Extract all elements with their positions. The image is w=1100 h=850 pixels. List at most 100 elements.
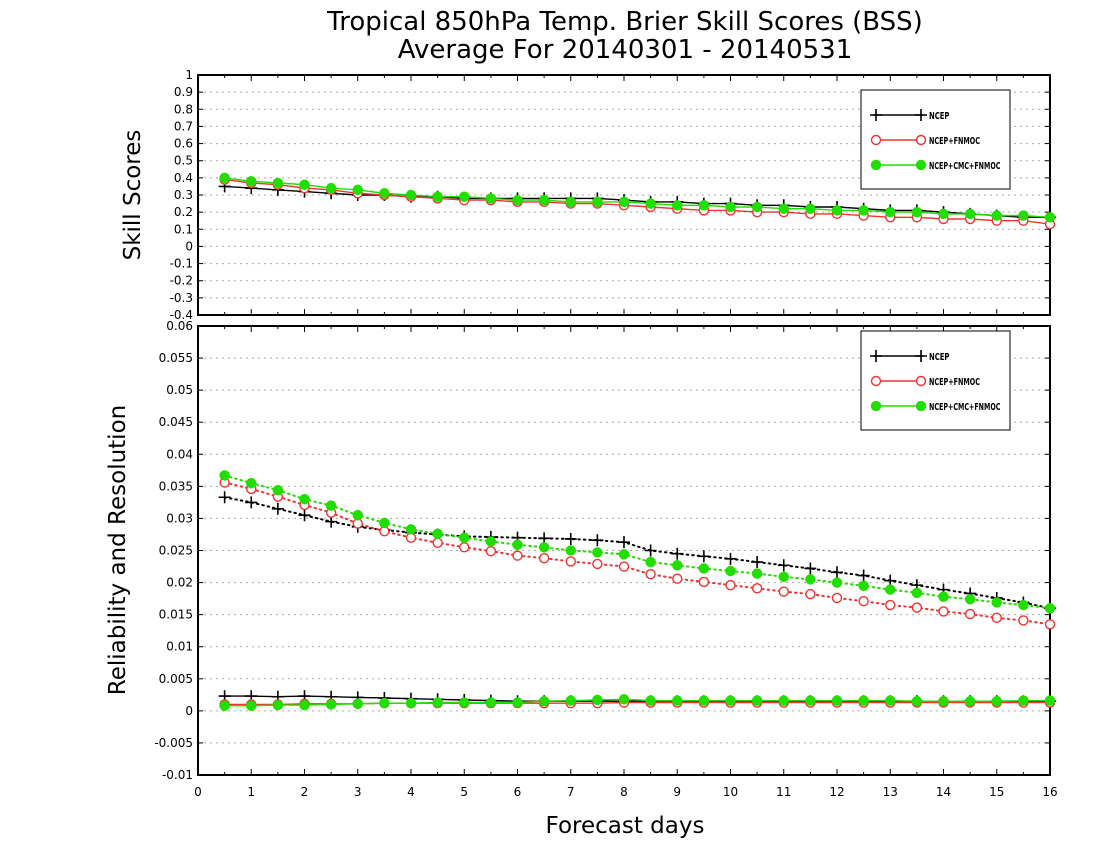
- data-point: [1044, 212, 1056, 223]
- x-tick-label: 9: [673, 785, 681, 799]
- data-point: [325, 500, 337, 511]
- y-tick-label: 0.045: [159, 415, 193, 429]
- data-point: [618, 561, 630, 572]
- legend-marker: [870, 134, 882, 146]
- data-point: [698, 200, 710, 211]
- data-point: [831, 205, 843, 216]
- series-line: [223, 481, 1051, 626]
- data-point: [1018, 695, 1029, 706]
- data-point: [538, 194, 550, 206]
- data-point: [778, 695, 789, 706]
- data-point: [459, 697, 470, 708]
- data-point: [1018, 615, 1029, 626]
- data-point: [379, 697, 390, 709]
- data-point: [645, 556, 656, 568]
- legend-marker: [870, 350, 882, 362]
- x-tick-label: 13: [883, 785, 898, 799]
- data-point: [697, 550, 710, 563]
- data-point: [751, 568, 763, 579]
- data-point: [219, 172, 230, 184]
- data-point: [564, 532, 577, 545]
- data-point: [938, 591, 949, 602]
- data-point: [857, 569, 870, 582]
- x-tick-label: 4: [407, 785, 415, 799]
- data-point: [538, 695, 550, 707]
- data-point: [964, 608, 976, 620]
- data-point: [751, 695, 763, 706]
- data-point: [219, 700, 230, 711]
- y-tick-label: -0.4: [170, 308, 193, 322]
- x-tick-label: 0: [194, 785, 202, 799]
- data-point: [805, 574, 816, 585]
- data-point: [911, 587, 923, 599]
- data-point: [592, 558, 603, 570]
- y-tick-label: 0.9: [174, 85, 193, 99]
- data-point: [751, 201, 763, 213]
- data-point: [645, 569, 656, 580]
- y-tick-label: 0.05: [166, 383, 193, 397]
- data-point: [299, 179, 310, 190]
- data-point: [644, 544, 657, 557]
- y-tick-label: 0.025: [159, 544, 193, 558]
- y-axis-label: Reliability and Resolution: [105, 405, 131, 695]
- data-point: [565, 556, 576, 567]
- data-point: [672, 573, 683, 584]
- data-point: [831, 577, 843, 588]
- legend-label: NCEP+CMC+FNMOC: [929, 161, 1001, 172]
- data-point: [858, 595, 869, 607]
- data-point: [885, 695, 896, 706]
- data-point: [565, 695, 576, 706]
- data-point: [964, 593, 976, 605]
- data-point: [432, 528, 443, 540]
- y-tick-label: 0.2: [174, 205, 193, 219]
- data-point: [272, 177, 284, 189]
- legend-marker: [870, 159, 882, 171]
- y-tick-label: 0.01: [166, 640, 193, 654]
- data-point: [885, 584, 896, 595]
- legend-marker: [870, 400, 882, 412]
- data-point: [592, 694, 603, 706]
- x-tick-label: 3: [354, 785, 362, 799]
- legend-marker: [915, 134, 927, 146]
- data-point: [405, 697, 417, 709]
- legend-label: NCEP: [929, 111, 950, 122]
- x-tick-label: 11: [776, 785, 791, 799]
- series-line: [223, 474, 1051, 610]
- data-point: [831, 592, 843, 604]
- y-axis-label: Skill Scores: [120, 130, 146, 261]
- data-point: [246, 477, 257, 489]
- x-tick-label: 15: [989, 785, 1004, 799]
- plot-frame: [197, 74, 1051, 316]
- legend-marker: [915, 159, 927, 171]
- data-point: [459, 532, 470, 543]
- data-point: [459, 542, 470, 553]
- chart-title-line1: Tropical 850hPa Temp. Brier Skill Scores…: [326, 7, 923, 37]
- data-point: [805, 203, 816, 214]
- data-point: [725, 579, 736, 591]
- data-point: [725, 565, 736, 577]
- x-axis-label: Forecast days: [546, 813, 705, 839]
- data-point: [672, 200, 683, 211]
- data-point: [778, 571, 789, 583]
- data-point: [991, 597, 1002, 608]
- data-point: [325, 699, 337, 710]
- y-tick-label: 0.5: [174, 154, 193, 168]
- data-point: [831, 695, 843, 706]
- data-point: [938, 208, 949, 220]
- y-tick-label: -0.01: [162, 768, 193, 782]
- data-point: [512, 697, 523, 708]
- x-tick-label: 1: [247, 785, 255, 799]
- y-tick-label: 0.8: [174, 102, 193, 116]
- legend-marker: [915, 375, 927, 387]
- data-point: [805, 588, 816, 600]
- y-tick-label: 0.6: [174, 137, 193, 151]
- data-point: [698, 695, 710, 706]
- legend-marker: [915, 109, 927, 121]
- x-tick-label: 14: [936, 785, 951, 799]
- data-point: [751, 583, 763, 594]
- data-point: [671, 547, 684, 560]
- y-tick-label: 1: [185, 68, 193, 82]
- data-point: [724, 552, 737, 565]
- data-point: [352, 509, 363, 521]
- data-point: [805, 695, 816, 706]
